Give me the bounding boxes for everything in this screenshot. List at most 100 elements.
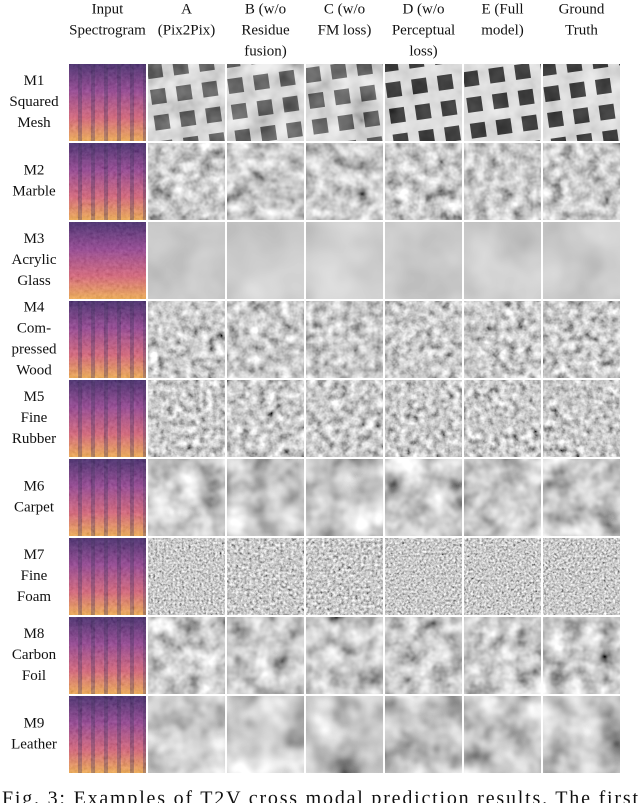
row-label: Wood	[16, 362, 52, 378]
grid: Input Spectrogram A (Pix2Pix) B (w/o Residue f…	[9, 1, 620, 773]
column-header: fusion)	[244, 43, 287, 59]
texture-image	[385, 301, 462, 378]
column-header: D (w/o	[402, 1, 444, 17]
texture-image	[148, 143, 225, 220]
row-label: Fine	[21, 410, 48, 426]
texture-image	[148, 459, 225, 536]
texture-image	[385, 380, 462, 457]
texture-image	[148, 380, 225, 457]
texture-image	[227, 380, 304, 457]
texture-image	[69, 143, 146, 220]
texture-image	[543, 222, 620, 299]
texture-image	[464, 222, 541, 299]
row-label: Carpet	[14, 499, 55, 515]
row-label: M2	[24, 162, 45, 178]
texture-image	[69, 380, 146, 457]
texture-image	[464, 301, 541, 378]
column-header: Residue	[241, 22, 290, 38]
texture-image	[306, 696, 383, 773]
texture-image	[148, 538, 225, 615]
column-header: Input	[92, 1, 124, 17]
column-header: Truth	[565, 22, 598, 38]
texture-image	[69, 538, 146, 615]
texture-image	[464, 617, 541, 694]
column-header: model)	[481, 22, 524, 38]
row-label: Marble	[12, 183, 56, 199]
row-label: M3	[24, 231, 45, 247]
column-header: (Pix2Pix)	[158, 22, 216, 38]
row-label: M9	[24, 715, 45, 731]
texture-image	[464, 538, 541, 615]
row-label: Leather	[11, 736, 57, 752]
row-label: M5	[24, 389, 45, 405]
texture-image	[306, 301, 383, 378]
row-label: Mesh	[17, 115, 51, 131]
texture-image	[69, 459, 146, 536]
texture-image	[543, 617, 620, 694]
column-header: C (w/o	[324, 1, 365, 17]
texture-image	[385, 617, 462, 694]
row-label: M8	[24, 626, 45, 642]
texture-image	[227, 696, 304, 773]
texture-image	[385, 143, 462, 220]
texture-image	[148, 617, 225, 694]
row-label: Carbon	[12, 647, 57, 663]
column-header: Perceptual	[392, 22, 455, 38]
column-header: E (Full	[481, 1, 523, 17]
column-header: loss)	[409, 43, 437, 59]
texture-image	[543, 696, 620, 773]
row-label: Glass	[17, 273, 50, 289]
row-label: pressed	[12, 341, 57, 357]
texture-image	[306, 222, 383, 299]
texture-image	[227, 301, 304, 378]
texture-image	[306, 459, 383, 536]
texture-image	[543, 380, 620, 457]
texture-image	[227, 538, 304, 615]
texture-image	[69, 222, 146, 299]
texture-image	[306, 64, 383, 141]
row-label: Com-	[17, 320, 51, 336]
row-label: M7	[24, 547, 45, 563]
row-label: Acrylic	[12, 252, 57, 268]
row-label: Foam	[17, 589, 52, 605]
texture-image	[543, 459, 620, 536]
texture-image	[306, 143, 383, 220]
texture-image	[148, 696, 225, 773]
texture-image	[543, 64, 620, 141]
texture-image	[306, 380, 383, 457]
texture-image	[148, 222, 225, 299]
texture-image	[227, 143, 304, 220]
texture-image	[464, 380, 541, 457]
row-label: Fine	[21, 568, 48, 584]
texture-image	[543, 143, 620, 220]
row-label: M1	[24, 73, 45, 89]
row-label: M4	[24, 299, 45, 315]
texture-image	[385, 696, 462, 773]
column-header: A	[181, 1, 192, 17]
texture-image	[69, 64, 146, 141]
column-header: Spectrogram	[69, 22, 146, 38]
caption: Fig. 3: Examples of T2V cross modal pred…	[2, 788, 638, 803]
texture-image	[306, 617, 383, 694]
texture-image	[148, 64, 225, 141]
texture-image	[385, 222, 462, 299]
texture-image	[227, 64, 304, 141]
texture-image	[543, 538, 620, 615]
texture-image	[385, 459, 462, 536]
texture-image	[69, 696, 146, 773]
column-header: FM loss)	[318, 22, 372, 38]
texture-image	[385, 538, 462, 615]
texture-image	[227, 617, 304, 694]
texture-image	[69, 617, 146, 694]
texture-image	[227, 222, 304, 299]
texture-image	[464, 143, 541, 220]
texture-image	[385, 64, 462, 141]
row-label: M6	[24, 478, 45, 494]
texture-image	[306, 538, 383, 615]
texture-image	[148, 301, 225, 378]
row-label: Squared	[9, 94, 59, 110]
texture-image	[543, 301, 620, 378]
texture-image	[464, 64, 541, 141]
